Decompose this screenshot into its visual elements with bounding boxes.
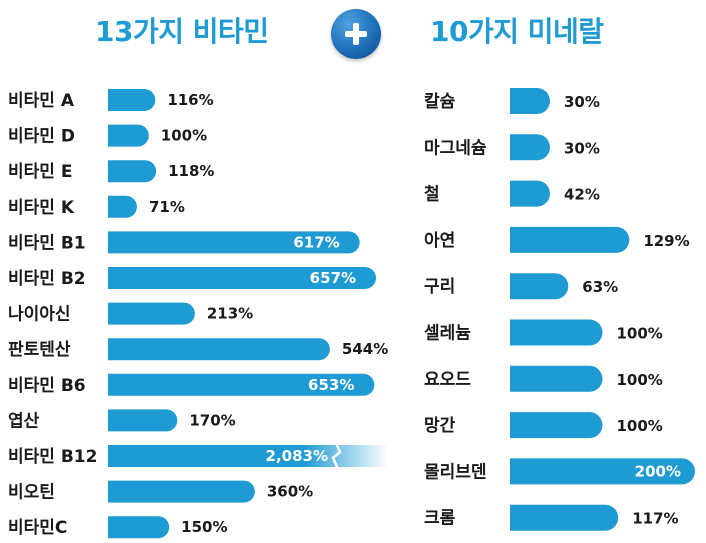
axis-break-mark [331, 442, 342, 470]
vitamin-label: 비타민 B2 [8, 269, 86, 289]
vitamin-bar [108, 160, 157, 183]
mineral-value: 129% [643, 232, 689, 250]
vitamin-bar [108, 231, 360, 254]
vitamin-value: 150% [181, 518, 227, 536]
mineral-label: 셀레늄 [424, 324, 471, 344]
minerals-chart: 칼슘 30% 마그네슘 30% 철 42% 아연 129% 구리 63% 셀레늄 100% 요오드 100… [424, 88, 695, 531]
mineral-bar [510, 504, 619, 531]
vitamin-value: 653% [308, 376, 354, 394]
vitamin-value: 100% [161, 127, 207, 145]
mineral-value: 100% [617, 325, 663, 343]
vitamins-title: 13가지 비타민 [95, 15, 269, 48]
mineral-bar [510, 412, 603, 439]
vitamin-value: 544% [342, 340, 388, 358]
plus-icon [331, 9, 381, 59]
mineral-label: 망간 [424, 416, 456, 436]
mineral-value: 100% [617, 417, 663, 435]
vitamin-bar [108, 89, 156, 111]
minerals-title: 10가지 미네랄 [430, 15, 604, 48]
mineral-value: 30% [564, 93, 600, 111]
vitamin-bar [108, 302, 195, 325]
vitamin-value: 213% [207, 305, 253, 323]
vitamin-label: 비타민 D [8, 127, 75, 147]
vitamin-label: 나이아신 [8, 305, 71, 325]
vitamin-label: 엽산 [8, 411, 40, 431]
mineral-label: 요오드 [424, 370, 471, 390]
mineral-bar [510, 134, 550, 161]
mineral-value: 63% [582, 278, 618, 296]
mineral-bar [510, 273, 569, 300]
vitamin-bar [108, 480, 255, 503]
vitamin-value: 118% [168, 162, 214, 180]
vitamin-label: 비오틴 [8, 483, 55, 503]
mineral-bar [510, 180, 550, 207]
vitamin-value: 2,083% [266, 447, 328, 465]
mineral-value: 30% [564, 139, 600, 157]
mineral-bar [510, 88, 550, 114]
vitamin-label: 판토텐산 [8, 340, 71, 360]
vitamin-bar [108, 195, 137, 218]
vitamin-bar [108, 373, 375, 396]
vitamin-bar [108, 267, 376, 289]
vitamin-label: 비타민 B12 [8, 447, 97, 467]
mineral-label: 아연 [424, 231, 455, 251]
mineral-value: 200% [635, 462, 681, 480]
mineral-label: 몰리브덴 [424, 462, 487, 482]
mineral-bar [510, 319, 603, 346]
mineral-value: 42% [564, 186, 600, 204]
vitamin-bar [108, 338, 330, 361]
vitamin-value: 360% [267, 483, 313, 501]
vitamin-label: 비타민 K [8, 198, 75, 218]
mineral-label: 마그네슘 [424, 138, 487, 158]
vitamin-bar [108, 409, 178, 432]
vitamin-label: 비타민 A [8, 91, 75, 111]
vitamin-bar [108, 124, 149, 147]
vitamin-value: 657% [310, 269, 356, 287]
vitamins-chart: 비타민 A 116% 비타민 D 100% 비타민 E 118% 비타민 K 71% 비타민 B… [8, 89, 388, 539]
mineral-bar [510, 365, 603, 392]
vitamin-bar [108, 516, 170, 539]
vitamin-value: 170% [189, 411, 235, 429]
mineral-bar [510, 226, 630, 253]
vitamin-bar [108, 445, 388, 467]
mineral-bar [510, 458, 695, 485]
vitamin-label: 비타민 B6 [8, 376, 86, 396]
vitamin-value: 617% [293, 233, 339, 251]
mineral-label: 구리 [424, 277, 455, 297]
vitamin-label: 비타민 B1 [8, 233, 86, 253]
mineral-label: 칼슘 [424, 92, 456, 112]
vitamin-value: 71% [149, 198, 185, 216]
mineral-label: 크롬 [424, 509, 456, 529]
vitamin-label: 비타민C [8, 518, 67, 538]
vitamin-value: 116% [167, 91, 213, 109]
mineral-label: 철 [424, 185, 440, 205]
mineral-value: 100% [617, 371, 663, 389]
vitamin-label: 비타민 E [8, 162, 72, 182]
mineral-value: 117% [632, 510, 678, 528]
